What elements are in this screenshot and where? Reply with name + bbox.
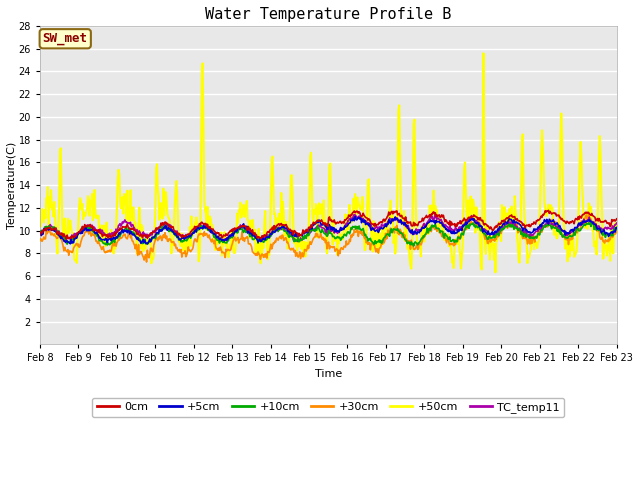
Line: TC_temp11: TC_temp11: [40, 215, 616, 242]
+10cm: [36, 231, 44, 237]
+10cm: [416, 239, 424, 244]
+50cm: [106, 235, 113, 241]
+5cm: [143, 241, 151, 247]
+30cm: [416, 241, 424, 247]
Line: +10cm: +10cm: [40, 222, 616, 246]
+50cm: [415, 243, 423, 249]
+50cm: [36, 221, 44, 227]
0cm: [416, 219, 424, 225]
+5cm: [165, 226, 173, 231]
TC_temp11: [220, 239, 227, 245]
TC_temp11: [417, 227, 425, 233]
0cm: [63, 236, 70, 242]
+50cm: [612, 229, 620, 235]
Line: +5cm: +5cm: [40, 216, 616, 244]
+50cm: [164, 214, 172, 220]
+5cm: [612, 225, 620, 231]
TC_temp11: [400, 219, 408, 225]
+10cm: [195, 227, 202, 233]
+50cm: [399, 222, 406, 228]
+50cm: [492, 269, 499, 275]
+30cm: [165, 236, 173, 241]
+50cm: [479, 50, 487, 56]
+5cm: [106, 236, 113, 241]
Y-axis label: Temperature(C): Temperature(C): [7, 142, 17, 228]
+30cm: [36, 238, 44, 243]
Legend: 0cm, +5cm, +10cm, +30cm, +50cm, TC_temp11: 0cm, +5cm, +10cm, +30cm, +50cm, TC_temp1…: [92, 397, 564, 418]
+30cm: [196, 232, 204, 238]
+30cm: [106, 247, 113, 253]
Line: 0cm: 0cm: [40, 210, 616, 239]
TC_temp11: [164, 224, 172, 229]
TC_temp11: [47, 222, 54, 228]
0cm: [165, 223, 173, 228]
+30cm: [399, 229, 407, 235]
0cm: [545, 207, 552, 213]
+10cm: [399, 231, 406, 237]
Line: +50cm: +50cm: [40, 53, 616, 272]
+10cm: [164, 225, 172, 230]
+5cm: [196, 226, 204, 232]
+5cm: [417, 228, 425, 234]
+10cm: [588, 219, 596, 225]
+10cm: [106, 242, 113, 248]
Text: SW_met: SW_met: [43, 32, 88, 45]
0cm: [107, 233, 115, 239]
TC_temp11: [195, 224, 202, 230]
+50cm: [47, 204, 54, 210]
Line: +30cm: +30cm: [40, 214, 616, 262]
0cm: [36, 232, 44, 238]
+10cm: [410, 243, 417, 249]
0cm: [612, 216, 620, 222]
+30cm: [47, 230, 54, 236]
+5cm: [47, 226, 54, 232]
TC_temp11: [106, 230, 113, 236]
+30cm: [143, 259, 150, 265]
0cm: [47, 225, 54, 230]
Title: Water Temperature Profile B: Water Temperature Profile B: [205, 7, 451, 22]
X-axis label: Time: Time: [315, 369, 342, 379]
0cm: [399, 216, 407, 221]
TC_temp11: [612, 220, 620, 226]
+10cm: [612, 224, 620, 230]
TC_temp11: [351, 212, 358, 217]
+10cm: [47, 224, 54, 229]
+30cm: [585, 211, 593, 217]
+5cm: [36, 230, 44, 236]
+30cm: [612, 228, 620, 233]
+5cm: [400, 222, 408, 228]
TC_temp11: [36, 229, 44, 235]
0cm: [196, 221, 204, 227]
+50cm: [195, 258, 202, 264]
+5cm: [351, 214, 359, 219]
